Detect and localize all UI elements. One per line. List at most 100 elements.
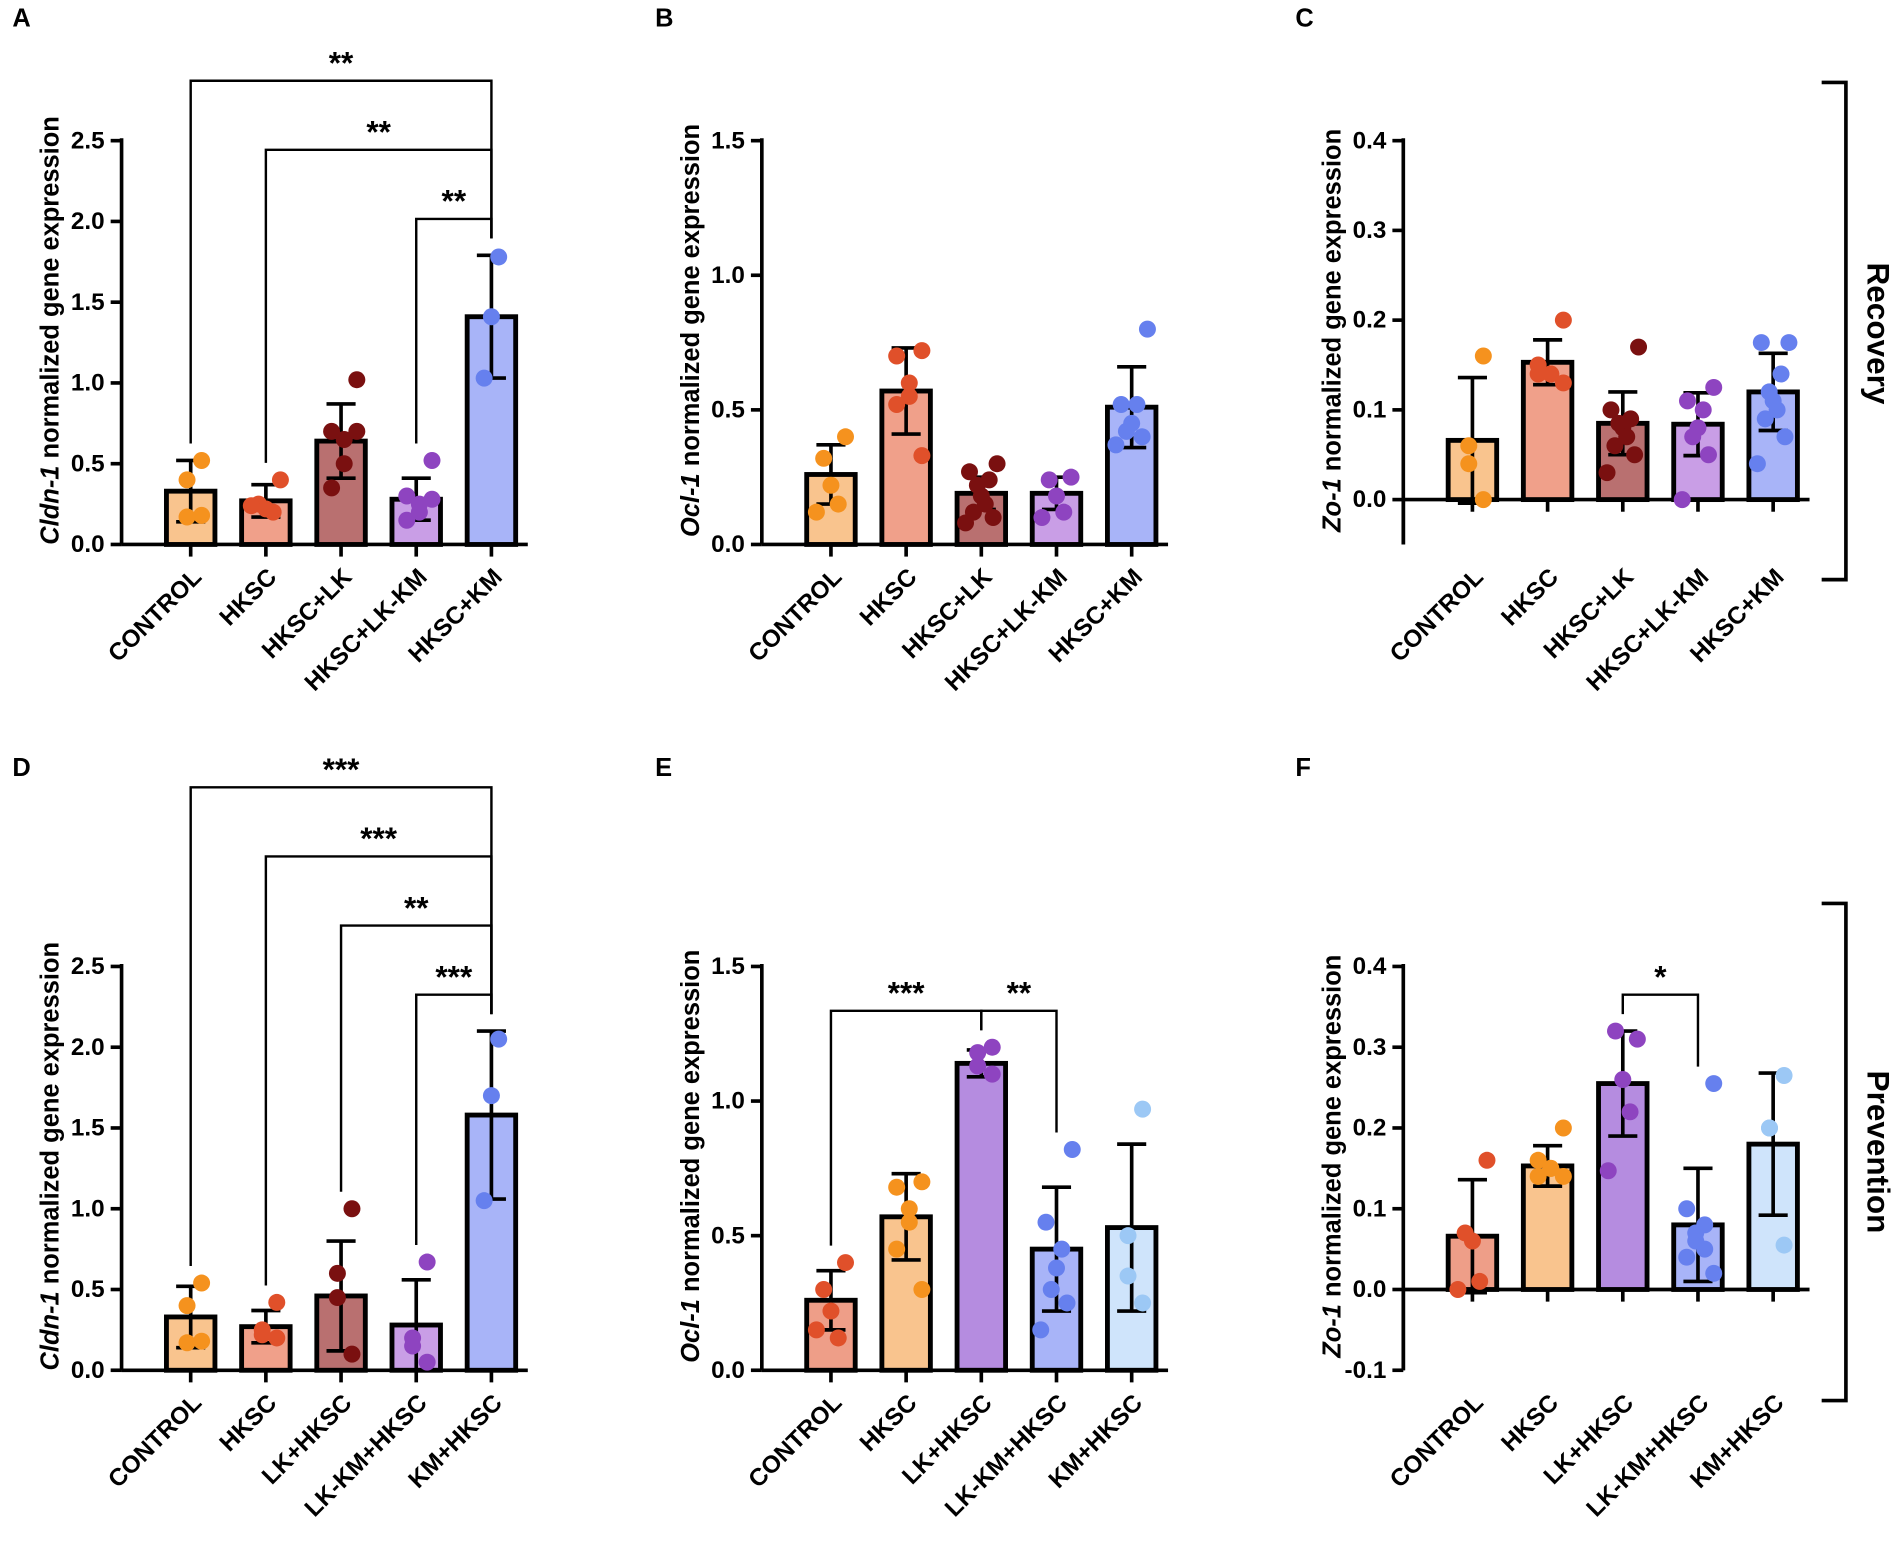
data-point xyxy=(1599,1162,1617,1180)
data-point xyxy=(490,1030,508,1048)
data-point xyxy=(1529,365,1547,383)
data-point xyxy=(900,374,918,392)
data-point xyxy=(404,1337,422,1355)
x-tick-label: CONTROL xyxy=(1385,563,1489,667)
data-point xyxy=(888,1240,906,1258)
panel-label: B xyxy=(655,5,673,33)
data-point xyxy=(1037,1213,1055,1231)
y-tick-label: 0.0 xyxy=(71,531,105,558)
data-point xyxy=(1040,471,1058,489)
significance-label: *** xyxy=(888,975,926,1011)
data-point xyxy=(1678,392,1696,410)
data-point xyxy=(1776,428,1794,446)
data-point xyxy=(418,1353,436,1371)
y-tick-label: 1.0 xyxy=(711,1088,745,1115)
data-point xyxy=(1621,1103,1639,1121)
data-point xyxy=(178,1297,196,1315)
y-axis-label: Ocl-1 normalized gene expression xyxy=(677,124,705,537)
data-point xyxy=(1607,1022,1625,1040)
y-tick-label: 1.0 xyxy=(711,262,745,289)
data-point xyxy=(423,490,441,508)
data-point xyxy=(178,471,196,489)
data-point xyxy=(1529,1151,1547,1169)
data-point xyxy=(1107,436,1125,454)
data-point xyxy=(1699,446,1717,464)
data-point xyxy=(398,511,416,529)
data-point xyxy=(961,463,978,481)
data-point xyxy=(1614,1071,1632,1089)
y-tick-label: 0.5 xyxy=(71,450,105,477)
significance-label: ** xyxy=(442,183,467,219)
data-point xyxy=(988,455,1006,473)
significance-bracket xyxy=(264,855,493,1286)
y-axis-label-gene: Ocl-1 xyxy=(677,473,705,537)
data-point xyxy=(969,1044,987,1062)
y-axis-label-gene: Cldn-1 xyxy=(37,1291,65,1370)
significance-bracket xyxy=(415,217,493,444)
data-point xyxy=(1554,374,1572,392)
data-point xyxy=(888,395,906,413)
data-point xyxy=(913,1173,931,1191)
y-tick-label: 2.0 xyxy=(71,1034,105,1061)
data-point xyxy=(1748,455,1766,473)
data-point xyxy=(475,1192,493,1210)
significance-label: *** xyxy=(323,751,361,787)
data-point xyxy=(1119,1267,1137,1285)
data-point xyxy=(1063,1141,1081,1159)
data-point xyxy=(1705,1264,1723,1282)
y-tick-label: 0.0 xyxy=(1353,486,1387,513)
data-point xyxy=(423,451,441,469)
data-point xyxy=(193,506,211,524)
x-tick-label: CONTROL xyxy=(1385,1389,1489,1493)
y-tick-label: 1.5 xyxy=(711,953,745,980)
panel: FZo-1 normalized gene expression-0.10.00… xyxy=(1295,754,1810,1522)
data-point xyxy=(193,1332,211,1350)
data-point xyxy=(976,495,994,513)
data-point xyxy=(410,503,428,521)
data-point xyxy=(829,1329,847,1347)
significance-bracket xyxy=(415,993,493,1246)
data-point xyxy=(1752,334,1770,352)
data-point xyxy=(900,1200,918,1218)
data-point xyxy=(957,514,975,532)
y-axis-label-text: normalized gene expression xyxy=(1318,129,1346,478)
y-axis-label: Ocl-1 normalized gene expression xyxy=(677,950,705,1363)
panel-label: E xyxy=(655,754,672,782)
data-point xyxy=(913,447,931,465)
y-axis-label-text: normalized gene expression xyxy=(37,116,65,465)
data-point xyxy=(264,503,282,521)
panel-label: C xyxy=(1295,5,1313,33)
data-point xyxy=(822,1302,840,1320)
x-tick-label: HKSC xyxy=(215,564,283,632)
side-bracket xyxy=(1821,80,1848,582)
data-point xyxy=(969,1057,987,1075)
data-point xyxy=(1673,491,1691,509)
data-point xyxy=(482,308,500,326)
data-point xyxy=(1134,1294,1152,1312)
data-point xyxy=(1133,428,1151,446)
prevention-bracket xyxy=(1821,901,1848,1403)
x-tick-label: HKSC xyxy=(215,1389,283,1457)
data-point xyxy=(1775,1066,1793,1084)
significance-label: ** xyxy=(404,889,429,925)
data-point xyxy=(268,1329,286,1347)
x-tick-label: HKSC xyxy=(855,1389,923,1457)
y-axis-label: Cldn-1 normalized gene expression xyxy=(37,116,65,545)
bar xyxy=(464,1112,519,1373)
data-point xyxy=(1598,464,1616,482)
data-point xyxy=(482,1087,500,1105)
data-point xyxy=(1053,1240,1071,1258)
y-tick-label: 0.5 xyxy=(711,396,745,423)
data-point xyxy=(1772,365,1790,383)
significance-bracket xyxy=(1621,993,1700,1067)
data-point xyxy=(1678,1200,1696,1218)
data-point xyxy=(983,1038,1001,1056)
data-point xyxy=(1554,1167,1572,1185)
significance-label: ** xyxy=(366,114,391,150)
data-point xyxy=(1471,1272,1489,1290)
data-point xyxy=(1705,1075,1723,1093)
data-point xyxy=(1463,1232,1481,1250)
significance-bracket xyxy=(980,1009,1058,1133)
